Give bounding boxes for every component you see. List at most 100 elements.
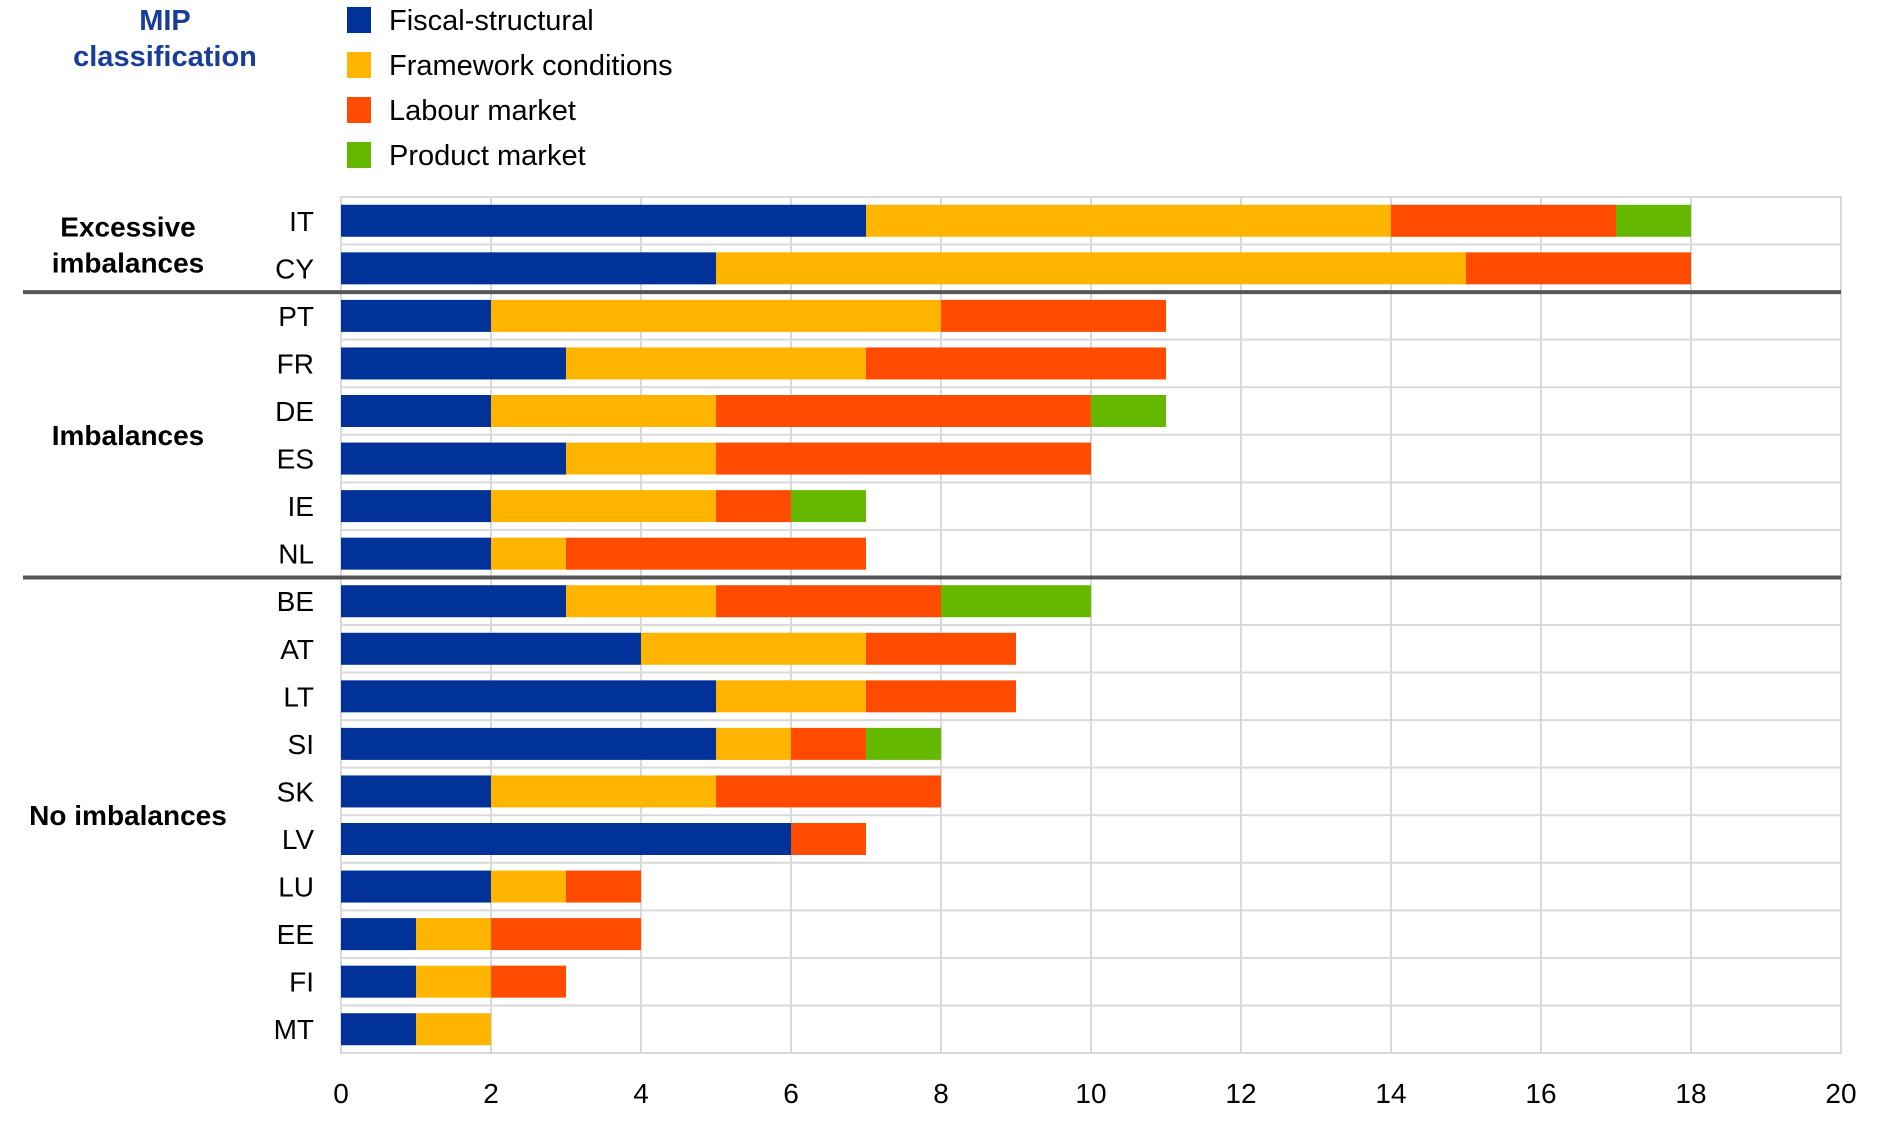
bar-segment-labour-market xyxy=(716,490,791,523)
bar-segment-product-market xyxy=(941,585,1091,618)
group-separators xyxy=(23,290,1841,580)
category-label: SK xyxy=(277,776,315,807)
category-label: SI xyxy=(288,729,314,760)
bar-segment-labour-market xyxy=(866,632,1016,665)
bar-segment-fiscal-structural xyxy=(341,965,416,998)
bar-segment-fiscal-structural xyxy=(341,585,566,618)
bar-segment-fiscal-structural xyxy=(341,204,866,237)
bar-row-fr xyxy=(341,347,1166,380)
bar-segment-fiscal-structural xyxy=(341,490,491,523)
x-tick-label: 8 xyxy=(933,1078,949,1109)
bar-segment-labour-market xyxy=(716,585,941,618)
bar-segment-fiscal-structural xyxy=(341,252,716,285)
bar-segment-fiscal-structural xyxy=(341,727,716,760)
x-axis-tick-labels: 0 2 4 6 8 10 12 14 16 18 20 xyxy=(333,1078,1856,1109)
category-labels: IT CY PT FR DE ES IE NL BE AT LT SI SK LV LU EE FI MT xyxy=(274,206,315,1045)
bar-segment-labour-market xyxy=(716,775,941,808)
bar-segment-framework-conditions xyxy=(491,395,716,427)
bar-row-lv xyxy=(341,823,866,855)
bar-segment-product-market xyxy=(866,727,941,760)
legend-item: Fiscal-structural xyxy=(347,5,594,37)
bar-segment-fiscal-structural xyxy=(341,918,416,951)
bar-row-mt xyxy=(341,1013,491,1046)
legend: Fiscal-structural Framework conditions Lab… xyxy=(347,5,673,172)
category-label: MT xyxy=(274,1014,314,1045)
bar-row-es xyxy=(341,442,1091,475)
bar-segment-fiscal-structural xyxy=(341,299,491,332)
category-label: LU xyxy=(278,872,314,903)
category-label: DE xyxy=(275,396,314,427)
bar-row-lu xyxy=(341,870,641,903)
bar-segment-labour-market xyxy=(566,870,641,903)
group-label-line: imbalances xyxy=(52,248,205,279)
category-label: EE xyxy=(277,919,314,950)
bar-segment-framework-conditions xyxy=(641,632,866,665)
bar-segment-framework-conditions xyxy=(416,918,491,951)
bar-segment-framework-conditions xyxy=(716,252,1466,285)
bar-segment-labour-market xyxy=(491,965,566,998)
bar-row-at xyxy=(341,632,1016,665)
bar-row-fi xyxy=(341,965,566,998)
bar-segment-labour-market xyxy=(866,680,1016,713)
bar-row-cy xyxy=(341,252,1691,285)
category-label: BE xyxy=(277,586,314,617)
group-label: No imbalances xyxy=(29,800,227,831)
bars xyxy=(341,204,1691,1046)
bar-segment-framework-conditions xyxy=(866,204,1391,237)
x-tick-label: 0 xyxy=(333,1078,349,1109)
x-tick-label: 20 xyxy=(1825,1078,1856,1109)
bar-segment-labour-market xyxy=(491,918,641,951)
category-label: FI xyxy=(289,967,314,998)
legend-label: Product market xyxy=(389,140,586,172)
bar-segment-fiscal-structural xyxy=(341,823,791,855)
bar-row-it xyxy=(341,204,1691,237)
chart-title-line-2: classification xyxy=(73,41,257,73)
category-label: LV xyxy=(282,824,314,855)
category-label: IT xyxy=(289,206,314,237)
category-label: NL xyxy=(278,539,314,570)
group-label-line: No imbalances xyxy=(29,800,227,831)
bar-segment-framework-conditions xyxy=(716,727,791,760)
bar-segment-labour-market xyxy=(1466,252,1691,285)
legend-item: Framework conditions xyxy=(347,50,673,82)
bar-row-pt xyxy=(341,299,1166,332)
bar-segment-framework-conditions xyxy=(566,442,716,475)
bar-segment-labour-market xyxy=(566,537,866,570)
group-label: Imbalances xyxy=(52,420,205,451)
bar-segment-framework-conditions xyxy=(491,490,716,523)
x-tick-label: 18 xyxy=(1675,1078,1706,1109)
legend-swatch xyxy=(347,142,371,168)
bar-segment-fiscal-structural xyxy=(341,680,716,713)
x-tick-label: 4 xyxy=(633,1078,649,1109)
bar-segment-labour-market xyxy=(716,442,1091,475)
bar-segment-framework-conditions xyxy=(491,299,941,332)
category-label: PT xyxy=(278,301,314,332)
bar-segment-labour-market xyxy=(941,299,1166,332)
bar-segment-fiscal-structural xyxy=(341,442,566,475)
bar-segment-product-market xyxy=(1616,204,1691,237)
category-label: IE xyxy=(288,491,314,522)
bar-row-si xyxy=(341,727,941,760)
x-tick-label: 6 xyxy=(783,1078,799,1109)
legend-swatch xyxy=(347,97,371,123)
bar-segment-labour-market xyxy=(866,347,1166,380)
bar-row-ee xyxy=(341,918,641,951)
bar-row-sk xyxy=(341,775,941,808)
bar-row-lt xyxy=(341,680,1016,713)
x-tick-label: 12 xyxy=(1225,1078,1256,1109)
bar-segment-fiscal-structural xyxy=(341,1013,416,1046)
bar-row-ie xyxy=(341,490,866,523)
bar-row-de xyxy=(341,395,1166,427)
legend-label: Fiscal-structural xyxy=(389,5,594,37)
legend-item: Product market xyxy=(347,140,586,172)
bar-segment-fiscal-structural xyxy=(341,775,491,808)
bar-segment-product-market xyxy=(1091,395,1166,427)
x-tick-label: 10 xyxy=(1075,1078,1106,1109)
chart-title: MIP classification xyxy=(73,5,257,73)
bar-segment-framework-conditions xyxy=(491,870,566,903)
bar-segment-framework-conditions xyxy=(566,347,866,380)
legend-swatch xyxy=(347,7,371,33)
bar-segment-labour-market xyxy=(791,823,866,855)
bar-segment-labour-market xyxy=(1391,204,1616,237)
